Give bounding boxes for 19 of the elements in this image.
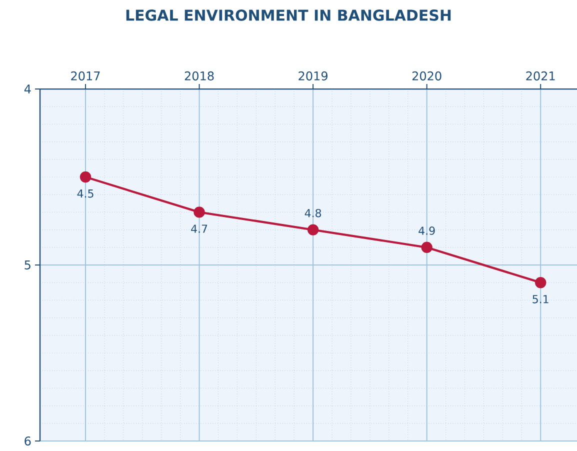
x-tick-label: 2017 [71,71,100,80]
point [80,171,92,183]
data-label: 4.5 [77,190,94,198]
data-label: 4.7 [191,224,208,233]
y-tick-label: 4 [24,84,31,94]
chart-title: LEGAL ENVIRONMENT IN BANGLADESH [126,10,451,21]
x-tick-label: 2018 [184,71,214,80]
data-label: 5.1 [532,295,548,304]
point [421,242,432,254]
y-tick-label: 5 [24,260,30,270]
x-tick-label: 2020 [412,71,442,80]
data-label: 4.8 [304,208,322,218]
x-tick-label: 2021 [526,71,555,80]
point [307,224,319,236]
x-tick-label: 2019 [298,71,328,80]
point [535,277,546,288]
y-tick-label: 6 [24,436,31,446]
point [194,206,205,218]
data-label: 4.9 [418,226,435,235]
